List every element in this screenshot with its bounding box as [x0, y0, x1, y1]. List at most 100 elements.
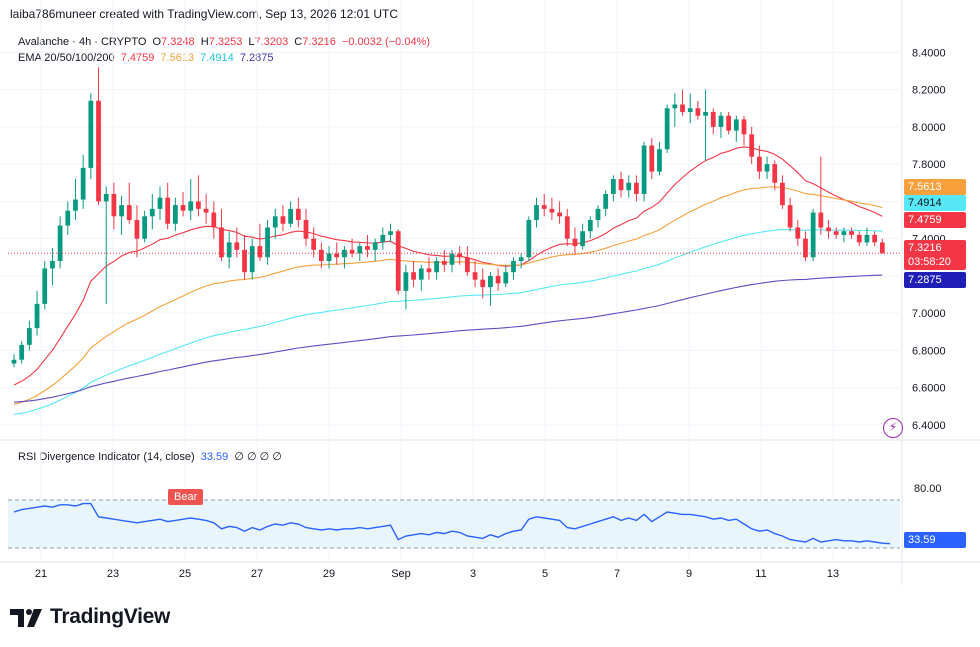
candle-body — [119, 205, 124, 217]
candle-body — [795, 227, 801, 239]
candle — [142, 210, 148, 243]
candle — [119, 195, 124, 235]
candle — [764, 156, 770, 180]
candles — [8, 67, 900, 368]
candle — [457, 246, 463, 265]
rsi-extra: ∅ ∅ ∅ ∅ — [234, 451, 282, 463]
bolt-icon[interactable]: ⚡ — [883, 418, 903, 438]
candle-body — [695, 108, 701, 116]
price-tick-label: 6.4000 — [912, 420, 946, 432]
candle-body — [626, 182, 632, 191]
candle-body — [580, 231, 586, 247]
candle — [718, 111, 724, 139]
candle-body — [265, 227, 270, 258]
candle — [334, 242, 340, 265]
symbol-label[interactable]: Avalanche · 4h · CRYPTO — [18, 36, 147, 48]
candle — [349, 238, 355, 258]
candle — [872, 231, 878, 247]
candle-body — [703, 111, 708, 116]
open-label: O — [152, 36, 162, 48]
time-tick-label: 3 — [470, 568, 476, 580]
candle-body — [203, 208, 209, 213]
candle-body — [726, 115, 732, 131]
candle-body — [634, 182, 639, 194]
candle — [634, 175, 639, 202]
candle — [564, 208, 570, 247]
candle — [196, 175, 201, 217]
candle-body — [780, 182, 785, 206]
ema100-value: 7.4914 — [200, 52, 234, 64]
candle — [441, 249, 447, 273]
candle-body — [403, 272, 409, 291]
candle-body — [42, 268, 48, 304]
candle-body — [172, 205, 178, 224]
candle — [541, 193, 547, 217]
rsi-band-fill — [8, 500, 900, 548]
candle-body — [564, 216, 570, 239]
candle — [780, 175, 785, 209]
candle-body — [480, 279, 486, 288]
candle-body — [441, 261, 447, 265]
candle-body — [73, 199, 78, 211]
candle-body — [672, 104, 678, 109]
candle-body — [434, 261, 440, 273]
open-value: 7.3248 — [161, 36, 195, 48]
candle-body — [879, 242, 885, 254]
candle-body — [610, 179, 616, 194]
candle-body — [96, 100, 101, 202]
candle — [188, 179, 194, 221]
time-tick-label: 29 — [323, 568, 335, 580]
candle-body — [503, 272, 509, 284]
candle — [649, 138, 655, 180]
candle — [641, 141, 647, 202]
candle-body — [587, 220, 593, 232]
candle — [265, 220, 270, 265]
candle — [180, 192, 186, 217]
time-tick-label: 21 — [35, 568, 47, 580]
candle — [226, 231, 232, 269]
candle — [80, 154, 86, 209]
candle — [403, 264, 409, 310]
candle-body — [388, 231, 393, 235]
candle — [526, 216, 532, 262]
candle-body — [272, 216, 278, 228]
candle — [149, 193, 155, 230]
rsi-label[interactable]: RSI Divergence Indicator (14, close) — [18, 451, 195, 463]
candle — [42, 261, 48, 310]
candle — [856, 231, 862, 247]
ema-label[interactable]: EMA 20/50/100/200 — [18, 52, 115, 64]
candle — [572, 227, 578, 254]
ema100-line — [13, 229, 883, 416]
rsi-legend: RSI Divergence Indicator (14, close) 33.… — [18, 450, 282, 463]
candle-body — [65, 210, 71, 226]
ema200-line — [13, 274, 883, 403]
candle — [249, 238, 255, 280]
candle-body — [196, 201, 201, 209]
ema20-value: 7.4759 — [120, 52, 155, 64]
candle — [50, 247, 55, 286]
candle — [34, 290, 40, 336]
candle — [464, 246, 470, 276]
tradingview-logo-icon — [10, 609, 42, 627]
bear-divergence-label: Bear — [168, 489, 204, 505]
candle-body — [787, 205, 793, 228]
candle-body — [142, 216, 148, 239]
candle — [372, 238, 378, 262]
chart-header: laiba786muneer created with TradingView.… — [10, 7, 399, 21]
candle-body — [149, 208, 155, 217]
candle — [618, 171, 624, 198]
candle-body — [595, 208, 601, 221]
candle-body — [372, 242, 378, 250]
candle-body — [849, 231, 854, 235]
candle-body — [334, 253, 340, 258]
candle — [234, 227, 240, 258]
candle-body — [249, 246, 255, 273]
candle-body — [219, 227, 224, 258]
candle — [503, 264, 509, 288]
last-price-value: 7.3216 — [908, 242, 942, 254]
candle-body — [864, 234, 870, 243]
rsi-line — [13, 502, 891, 545]
candle-body — [311, 238, 317, 250]
candle-body — [772, 164, 778, 183]
